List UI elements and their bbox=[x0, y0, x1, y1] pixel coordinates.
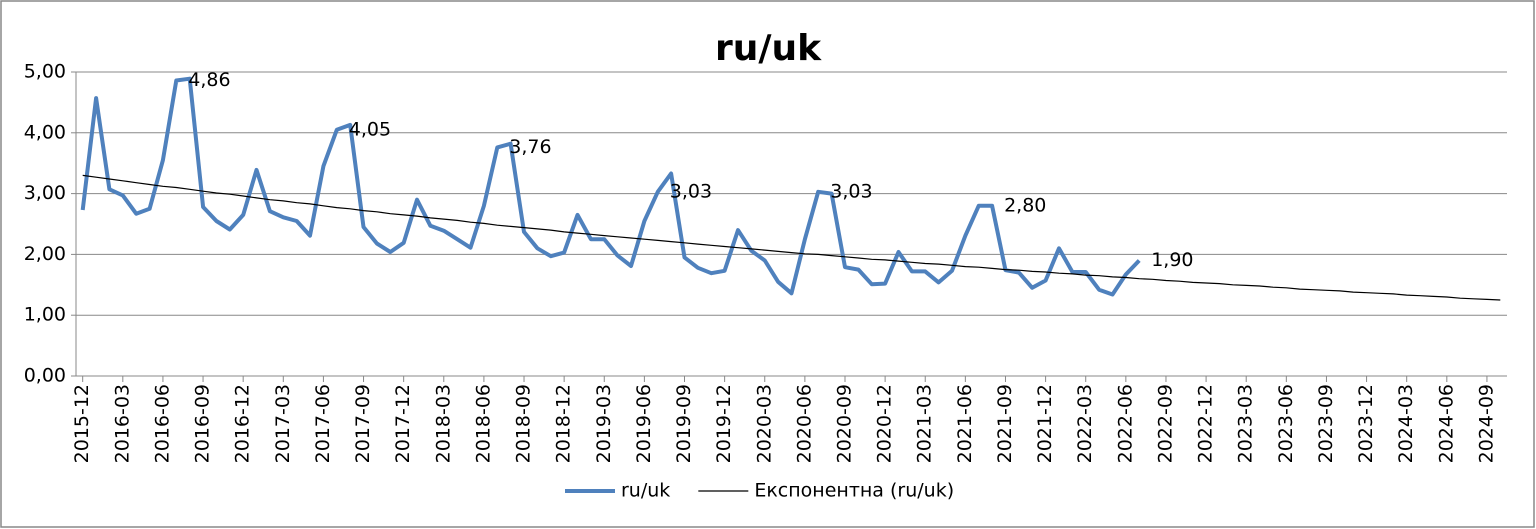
x-tick-label: 2024-09 bbox=[1475, 384, 1497, 463]
x-tick-label: 2016-09 bbox=[192, 384, 214, 463]
y-tick-label: 5,00 bbox=[24, 61, 66, 83]
y-tick-label: 4,00 bbox=[24, 121, 66, 143]
data-label: 3,03 bbox=[830, 180, 872, 202]
x-tick-label: 2020-12 bbox=[874, 384, 896, 463]
x-tick-label: 2019-06 bbox=[633, 384, 655, 463]
x-tick-label: 2017-03 bbox=[272, 384, 294, 463]
x-tick-label: 2017-09 bbox=[352, 384, 374, 463]
x-tick-label: 2023-09 bbox=[1315, 384, 1337, 463]
x-tick-label: 2016-12 bbox=[232, 384, 254, 463]
data-label: 4,05 bbox=[349, 118, 391, 140]
y-tick-label: 1,00 bbox=[24, 304, 66, 326]
y-tick-label: 2,00 bbox=[24, 243, 66, 265]
x-tick-label: 2019-12 bbox=[713, 384, 735, 463]
x-tick-label: 2018-12 bbox=[553, 384, 575, 463]
x-tick-label: 2018-06 bbox=[472, 384, 494, 463]
legend-label: ru/uk bbox=[621, 480, 670, 502]
x-tick-label: 2022-09 bbox=[1154, 384, 1176, 463]
series-line bbox=[82, 174, 1501, 301]
x-tick-label: 2020-03 bbox=[753, 384, 775, 463]
x-tick-label: 2017-12 bbox=[392, 384, 414, 463]
x-tick-label: 2022-03 bbox=[1074, 384, 1096, 463]
x-tick-label: 2024-06 bbox=[1435, 384, 1457, 463]
x-tick-label: 2018-09 bbox=[513, 384, 535, 463]
x-tick-label: 2021-09 bbox=[994, 384, 1016, 463]
x-tick-label: 2022-12 bbox=[1195, 384, 1217, 463]
data-label: 3,76 bbox=[509, 136, 551, 158]
x-tick-label: 2023-12 bbox=[1355, 384, 1377, 463]
data-label: 3,03 bbox=[670, 180, 712, 202]
x-tick-label: 2021-12 bbox=[1034, 384, 1056, 463]
x-tick-label: 2020-09 bbox=[833, 384, 855, 463]
x-tick-label: 2019-09 bbox=[673, 384, 695, 463]
x-tick-label: 2021-03 bbox=[914, 384, 936, 463]
data-label: 4,86 bbox=[188, 69, 230, 91]
y-tick-label: 0,00 bbox=[24, 365, 66, 387]
x-tick-label: 2017-06 bbox=[312, 384, 334, 463]
x-tick-label: 2018-03 bbox=[432, 384, 454, 463]
x-tick-label: 2023-03 bbox=[1235, 384, 1257, 463]
x-tick-label: 2022-06 bbox=[1114, 384, 1136, 463]
y-tick-label: 3,00 bbox=[24, 182, 66, 204]
x-tick-label: 2016-06 bbox=[151, 384, 173, 463]
data-label: 1,90 bbox=[1151, 249, 1193, 271]
legend-label: Експонентна (ru/uk) bbox=[754, 480, 954, 502]
x-tick-label: 2023-06 bbox=[1275, 384, 1297, 463]
x-tick-label: 2016-03 bbox=[111, 384, 133, 463]
x-tick-label: 2024-03 bbox=[1395, 384, 1417, 463]
x-tick-label: 2015-12 bbox=[71, 384, 93, 463]
x-tick-label: 2021-06 bbox=[954, 384, 976, 463]
x-tick-label: 2020-06 bbox=[793, 384, 815, 463]
x-tick-label: 2019-03 bbox=[593, 384, 615, 463]
series-line bbox=[80, 76, 1141, 297]
chart-title: ru/uk bbox=[715, 28, 822, 69]
data-label: 2,80 bbox=[1004, 194, 1046, 216]
